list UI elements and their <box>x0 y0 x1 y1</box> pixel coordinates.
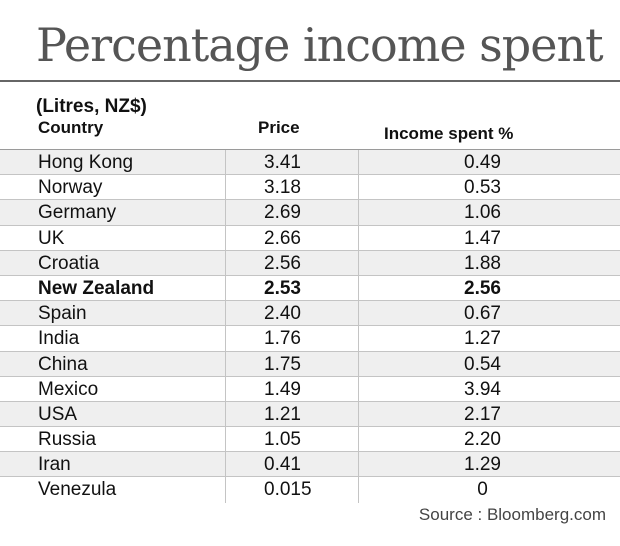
price-cell: 0.015 <box>226 477 359 503</box>
table-row: Russia 1.05 2.20 <box>0 427 620 453</box>
income-cell: 1.88 <box>464 252 501 274</box>
table-row: Spain 2.40 0.67 <box>0 301 620 327</box>
country-cell: Norway <box>0 175 226 200</box>
table-row: China 1.75 0.54 <box>0 351 620 377</box>
country-cell: Spain <box>0 301 226 326</box>
country-cell: New Zealand <box>0 275 226 301</box>
country-cell: Venezula <box>0 477 226 503</box>
income-cell: 2.17 <box>464 403 501 425</box>
table-row: Hong Kong 3.41 0.49 <box>0 150 620 176</box>
income-cell: 3.94 <box>464 378 501 400</box>
table-row: Iran 0.41 1.29 <box>0 452 620 478</box>
income-cell: 0.67 <box>464 303 501 325</box>
country-cell: Mexico <box>0 376 226 401</box>
price-cell: 1.49 <box>226 376 359 401</box>
column-header-price: Price <box>258 118 300 137</box>
country-cell: Hong Kong <box>0 150 226 175</box>
units-subtitle: (Litres, NZ$) <box>36 96 147 117</box>
title-divider <box>0 80 620 82</box>
income-cell: 1.47 <box>464 227 501 249</box>
income-cell: 2.56 <box>464 277 501 299</box>
income-cell: 1.29 <box>464 454 501 476</box>
source-note: Source : Bloomberg.com <box>418 505 606 524</box>
income-cell: 0 <box>477 479 488 501</box>
table-row: Norway 3.18 0.53 <box>0 175 620 201</box>
price-cell: 1.05 <box>226 427 359 452</box>
price-cell: 3.18 <box>226 175 359 200</box>
table-row: USA 1.21 2.17 <box>0 401 620 428</box>
country-cell: Croatia <box>0 250 226 275</box>
price-cell: 1.76 <box>226 326 359 351</box>
income-cell: 0.49 <box>464 152 501 173</box>
price-cell: 2.66 <box>226 225 359 250</box>
price-cell: 1.75 <box>226 351 359 376</box>
country-cell: India <box>0 326 226 351</box>
table-row: New Zealand 2.53 2.56 <box>0 275 620 302</box>
income-cell: 1.06 <box>464 202 501 224</box>
price-cell: 0.41 <box>226 452 359 477</box>
table-row: Mexico 1.49 3.94 <box>0 376 620 402</box>
price-cell: 2.53 <box>226 275 359 301</box>
price-cell: 2.69 <box>226 200 359 225</box>
table-row: Germany 2.69 1.06 <box>0 200 620 226</box>
table-row: India 1.76 1.27 <box>0 326 620 352</box>
price-cell: 3.41 <box>226 150 359 175</box>
income-cell: 2.20 <box>464 429 501 451</box>
column-header-country: Country <box>38 118 104 137</box>
table-row: Croatia 2.56 1.88 <box>0 250 620 276</box>
country-cell: USA <box>0 401 226 427</box>
table-row: UK 2.66 1.47 <box>0 225 620 251</box>
country-cell: Russia <box>0 427 226 452</box>
country-cell: China <box>0 351 226 376</box>
price-cell: 2.40 <box>226 301 359 326</box>
table-row: Venezula 0.015 0 <box>0 477 620 503</box>
income-cell: 0.53 <box>464 177 501 199</box>
column-header-income: Income spent % <box>384 124 514 143</box>
price-cell: 2.56 <box>226 250 359 275</box>
country-cell: Germany <box>0 200 226 225</box>
page-title: Percentage income spent <box>36 18 604 72</box>
country-cell: UK <box>0 225 226 250</box>
price-cell: 1.21 <box>226 401 359 427</box>
income-cell: 1.27 <box>464 328 501 350</box>
income-cell: 0.54 <box>464 353 501 375</box>
data-table: Hong Kong 3.41 0.49 Norway 3.18 0.53 Germany 2.… <box>0 149 620 503</box>
country-cell: Iran <box>0 452 226 477</box>
